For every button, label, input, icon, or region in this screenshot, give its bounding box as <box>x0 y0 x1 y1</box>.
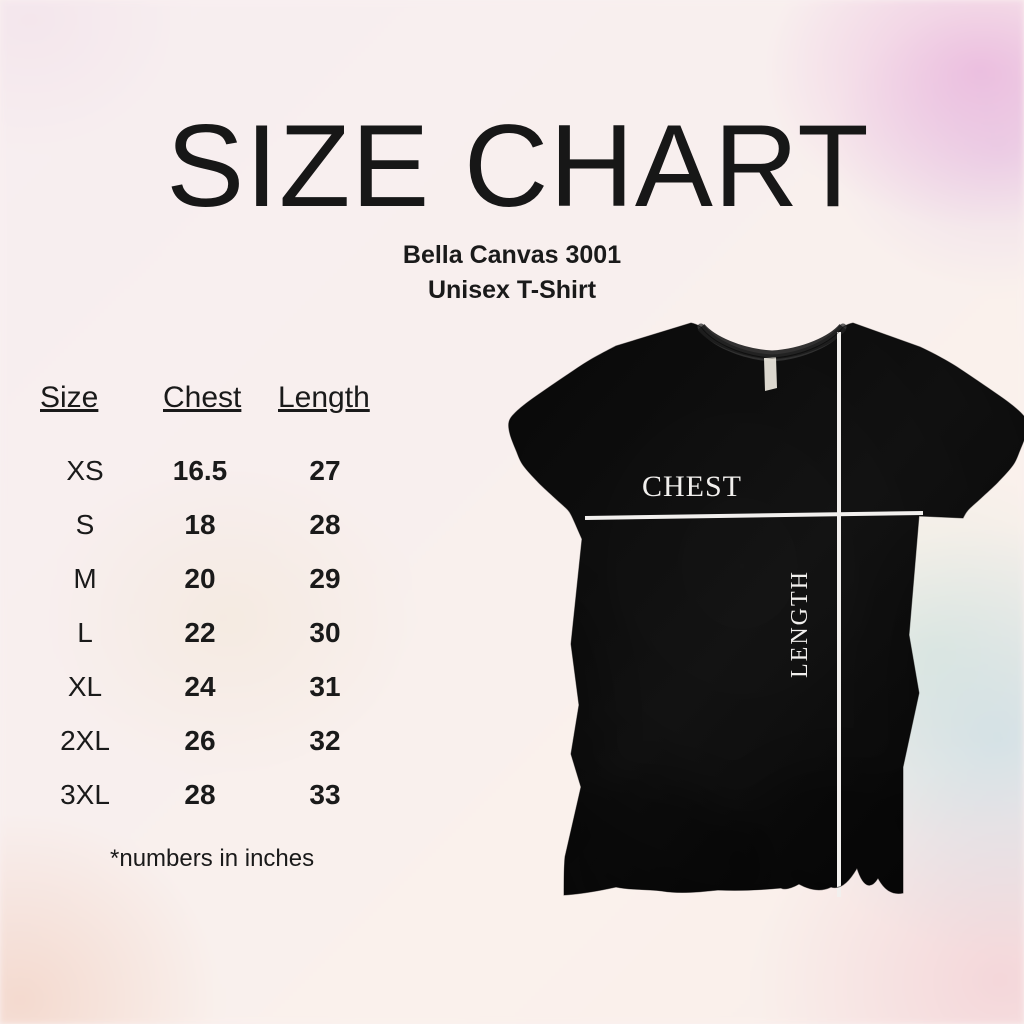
svg-text:CHEST: CHEST <box>642 470 742 503</box>
svg-text:LENGTH: LENGTH <box>787 570 813 678</box>
